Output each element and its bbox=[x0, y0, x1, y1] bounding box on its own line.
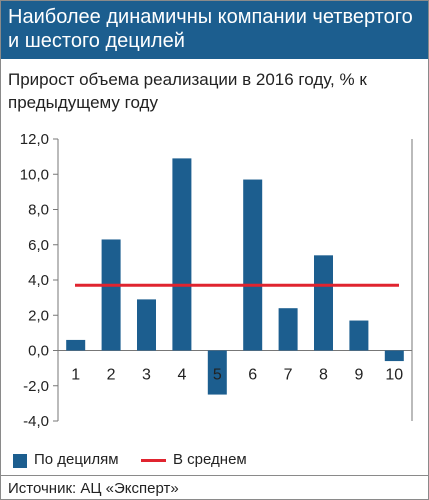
bar bbox=[314, 255, 333, 351]
category-label: 5 bbox=[213, 367, 222, 384]
category-label: 7 bbox=[284, 367, 293, 384]
header-bar: Наиболее динамичны компании четвертого и… bbox=[1, 1, 428, 59]
y-tick-label: -4,0 bbox=[23, 413, 49, 430]
axis-layer: 12,0 10,0 8,0 6,0 4,0 2,0 0,0 -2,0 -4,0 bbox=[20, 131, 413, 430]
bars-layer bbox=[66, 158, 404, 395]
source-divider bbox=[1, 475, 428, 476]
bar bbox=[101, 239, 121, 351]
bar bbox=[66, 339, 86, 351]
y-tick-label: 8,0 bbox=[28, 202, 49, 219]
y-tick-label: -2,0 bbox=[23, 378, 49, 395]
bar bbox=[349, 320, 369, 351]
category-label: 6 bbox=[248, 367, 257, 384]
category-label: 1 bbox=[71, 367, 80, 384]
category-label: 3 bbox=[142, 367, 151, 384]
category-label: 2 bbox=[107, 367, 116, 384]
y-tick-label: 6,0 bbox=[28, 237, 49, 254]
category-label: 9 bbox=[354, 367, 363, 384]
labels-layer: 1 2 3 4 5 6 7 8 9 10 bbox=[71, 367, 403, 384]
chart-title: Прирост объема реализации в 2016 году, %… bbox=[8, 70, 367, 112]
bar bbox=[384, 350, 404, 362]
bar bbox=[207, 350, 227, 395]
legend-average-label: В среднем bbox=[173, 451, 247, 468]
page-title: Наиболее динамичны компании четвертого и… bbox=[8, 6, 413, 52]
y-tick-label: 2,0 bbox=[28, 307, 49, 324]
bar bbox=[243, 179, 263, 351]
category-label: 4 bbox=[177, 367, 186, 384]
y-tick-label: 4,0 bbox=[28, 272, 49, 289]
legend-bars-label: По децилям bbox=[34, 451, 119, 468]
legend-average-swatch bbox=[141, 459, 166, 462]
bar bbox=[278, 308, 298, 351]
y-tick-label: 12,0 bbox=[20, 131, 49, 148]
y-tick-label: 0,0 bbox=[28, 343, 49, 360]
bar-chart: 12,0 10,0 8,0 6,0 4,0 2,0 0,0 -2,0 -4,0 1 2 3 4 5 6 7 8… bbox=[20, 131, 413, 430]
legend-bars-swatch bbox=[13, 454, 27, 468]
y-tick-label: 10,0 bbox=[20, 166, 49, 183]
category-label: 8 bbox=[319, 367, 328, 384]
bar bbox=[137, 299, 156, 351]
category-label: 10 bbox=[385, 367, 403, 384]
source-note: Источник: АЦ «Эксперт» bbox=[8, 480, 179, 497]
bar bbox=[172, 158, 192, 351]
